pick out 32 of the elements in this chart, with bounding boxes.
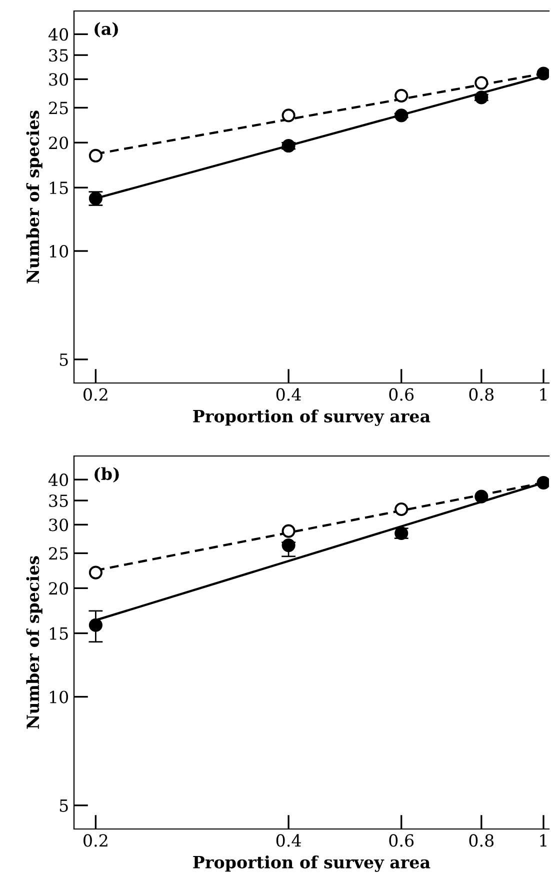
x-tick-label: 1 [540,388,546,401]
y-tick-label: 20 [49,582,68,595]
x-axis-title: Proportion of survey area [193,856,430,872]
x-tick-label: 0.4 [276,388,301,401]
x-tick-label: 1 [540,834,546,847]
x-tick-label: 0.6 [389,388,414,401]
x-tick-label: 0.8 [469,834,494,847]
y-tick-label: 10 [50,244,68,258]
x-axis-title: Proportion of survey area [193,410,430,426]
y-tick-label: 20 [49,136,68,150]
y-tick-label: 25 [49,102,68,114]
y-tick-label: 35 [49,49,68,62]
y-tick-label: 30 [49,518,68,532]
x-tick-label: 0.6 [389,834,414,847]
y-tick-label: 40 [48,474,68,486]
x-tick-label: 0.2 [84,388,108,401]
y-tick-label: 15 [50,627,68,640]
x-tick-label: 0.8 [469,388,494,401]
annotation: (b) [94,467,119,482]
y-tick-label: 30 [49,73,68,86]
y-tick-label: 5 [60,800,68,812]
y-axis-title: Number of species [26,556,42,729]
y-tick-label: 15 [50,182,68,194]
x-tick-label: 0.4 [276,834,301,847]
annotation: (a) [94,22,118,38]
y-tick-label: 25 [49,547,68,560]
y-tick-label: 5 [60,354,68,366]
x-tick-label: 0.2 [84,834,108,847]
y-tick-label: 40 [48,28,68,41]
y-tick-label: 35 [49,494,68,508]
y-axis-title: Number of species [26,110,42,284]
y-tick-label: 10 [50,690,68,704]
